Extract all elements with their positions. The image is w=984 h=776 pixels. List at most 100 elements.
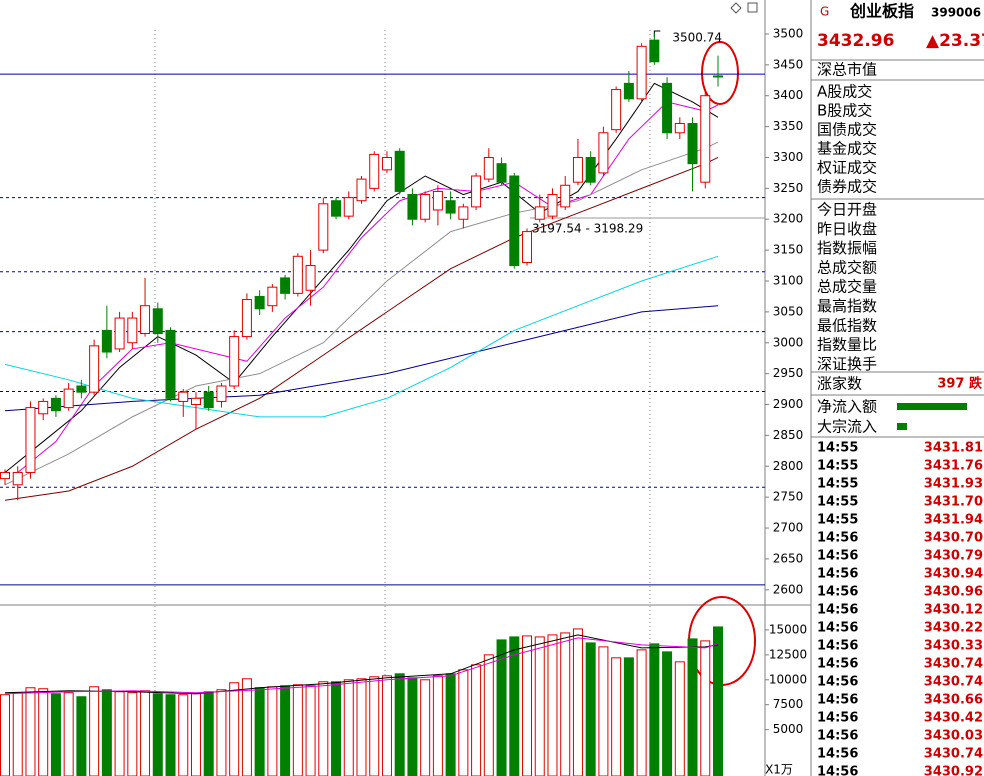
- candle-body: [598, 132, 609, 174]
- volume-bar: [700, 640, 711, 776]
- y-tick-label: 3350: [773, 119, 804, 133]
- candle-body: [305, 265, 316, 291]
- volume-bar: [89, 686, 100, 776]
- panel-label: 最低指数: [817, 316, 877, 334]
- candle-body: [649, 39, 660, 63]
- tick-time: 14:55: [817, 495, 858, 510]
- candle-body: [585, 156, 596, 183]
- panel-label: 深总市值: [817, 61, 877, 79]
- tick-time: 14:56: [817, 711, 858, 726]
- tick-price: 3430.12: [924, 603, 983, 618]
- panel-label: 国债成交: [817, 121, 877, 139]
- annotation: 3500.74: [672, 31, 722, 45]
- candle-body: [509, 175, 520, 267]
- y-tick-label: 3300: [773, 150, 804, 164]
- rise-value: 397 跌: [937, 376, 983, 392]
- tick-price: 3430.42: [924, 711, 983, 726]
- candle-body: [25, 407, 36, 473]
- tick-time: 14:56: [817, 585, 858, 600]
- tick-time: 14:55: [817, 459, 858, 474]
- tick-price: 3430.74: [924, 747, 983, 762]
- y-tick-label: 10000: [769, 672, 807, 686]
- panel-label: 权证成交: [817, 159, 877, 177]
- panel-label: A股成交: [817, 83, 872, 101]
- panel-tag: G: [820, 5, 829, 19]
- tick-price: 3430.94: [924, 567, 983, 582]
- candle-body: [152, 308, 163, 334]
- volume-bar: [585, 642, 596, 776]
- candle-body: [140, 305, 151, 334]
- volume-bar: [292, 684, 303, 776]
- candle-body: [203, 391, 214, 409]
- volume-bar: [509, 636, 520, 776]
- candle-body: [674, 123, 685, 134]
- y-tick-label: 2700: [773, 521, 804, 535]
- y-tick-label: 3200: [773, 212, 804, 226]
- y-tick-label: 2900: [773, 397, 804, 411]
- candle-body: [216, 385, 227, 402]
- volume-bar: [343, 679, 354, 776]
- volume-bar: [267, 686, 278, 776]
- y-tick-label: 12500: [769, 647, 807, 661]
- candle-body: [0, 471, 10, 480]
- volume-bar: [305, 685, 316, 776]
- tick-price: 3431.93: [924, 477, 983, 492]
- panel-label: 指数量比: [817, 336, 877, 354]
- unit-label: X1万: [765, 763, 793, 776]
- panel-label: 总成交额: [817, 258, 877, 276]
- tick-price: 3430.66: [924, 693, 983, 708]
- volume-bar: [458, 669, 469, 776]
- volume-bar: [25, 687, 36, 776]
- candle-body: [572, 156, 583, 183]
- volume-bar: [165, 694, 176, 776]
- volume-bar: [420, 679, 431, 776]
- tick-time: 14:56: [817, 603, 858, 618]
- moving-average: [4, 637, 719, 695]
- volume-bar: [611, 657, 622, 776]
- y-tick-label: 3050: [773, 304, 804, 318]
- tick-time: 14:56: [817, 729, 858, 744]
- candle-body: [318, 203, 329, 251]
- candle-body: [76, 385, 87, 393]
- candle-body: [280, 277, 291, 294]
- tick-price: 3431.81: [924, 441, 983, 456]
- volume-bar: [38, 688, 49, 776]
- rise-label: 涨家数: [817, 375, 862, 393]
- candle-body: [496, 163, 507, 183]
- tick-price: 3430.74: [924, 657, 983, 672]
- volume-bar: [381, 675, 392, 776]
- tick-time: 14:56: [817, 621, 858, 636]
- volume-bar: [394, 673, 405, 776]
- candle-body: [101, 329, 112, 353]
- panel-change: ▲23.37: [926, 31, 984, 51]
- panel-label: 今日开盘: [817, 201, 877, 219]
- panel-label: 总成交量: [817, 278, 877, 296]
- candle-body: [560, 184, 571, 208]
- candle-body: [229, 336, 240, 387]
- volume-bar: [76, 696, 87, 776]
- volume-bar: [356, 678, 367, 776]
- volume-bar: [547, 634, 558, 776]
- tick-time: 14:55: [817, 477, 858, 492]
- volume-bar: [471, 664, 482, 776]
- volume-bar: [152, 693, 163, 776]
- volume-bar: [178, 694, 189, 776]
- candle-body: [623, 82, 634, 100]
- flow-bar: [897, 403, 967, 410]
- candle-body: [343, 197, 354, 217]
- y-tick-label: 2750: [773, 490, 804, 504]
- volume-bar: [216, 689, 227, 776]
- volume-bar: [432, 675, 443, 776]
- tick-time: 14:56: [817, 747, 858, 762]
- y-tick-label: 3150: [773, 243, 804, 257]
- tick-price: 3430.03: [924, 729, 983, 744]
- candle-body: [522, 231, 533, 263]
- panel-label: 指数振幅: [817, 239, 877, 257]
- tick-price: 3431.94: [924, 513, 983, 528]
- candle-body: [458, 206, 469, 220]
- candle-body: [331, 200, 342, 217]
- y-tick-label: 15000: [769, 622, 807, 636]
- panel-label: 净流入额: [817, 398, 877, 416]
